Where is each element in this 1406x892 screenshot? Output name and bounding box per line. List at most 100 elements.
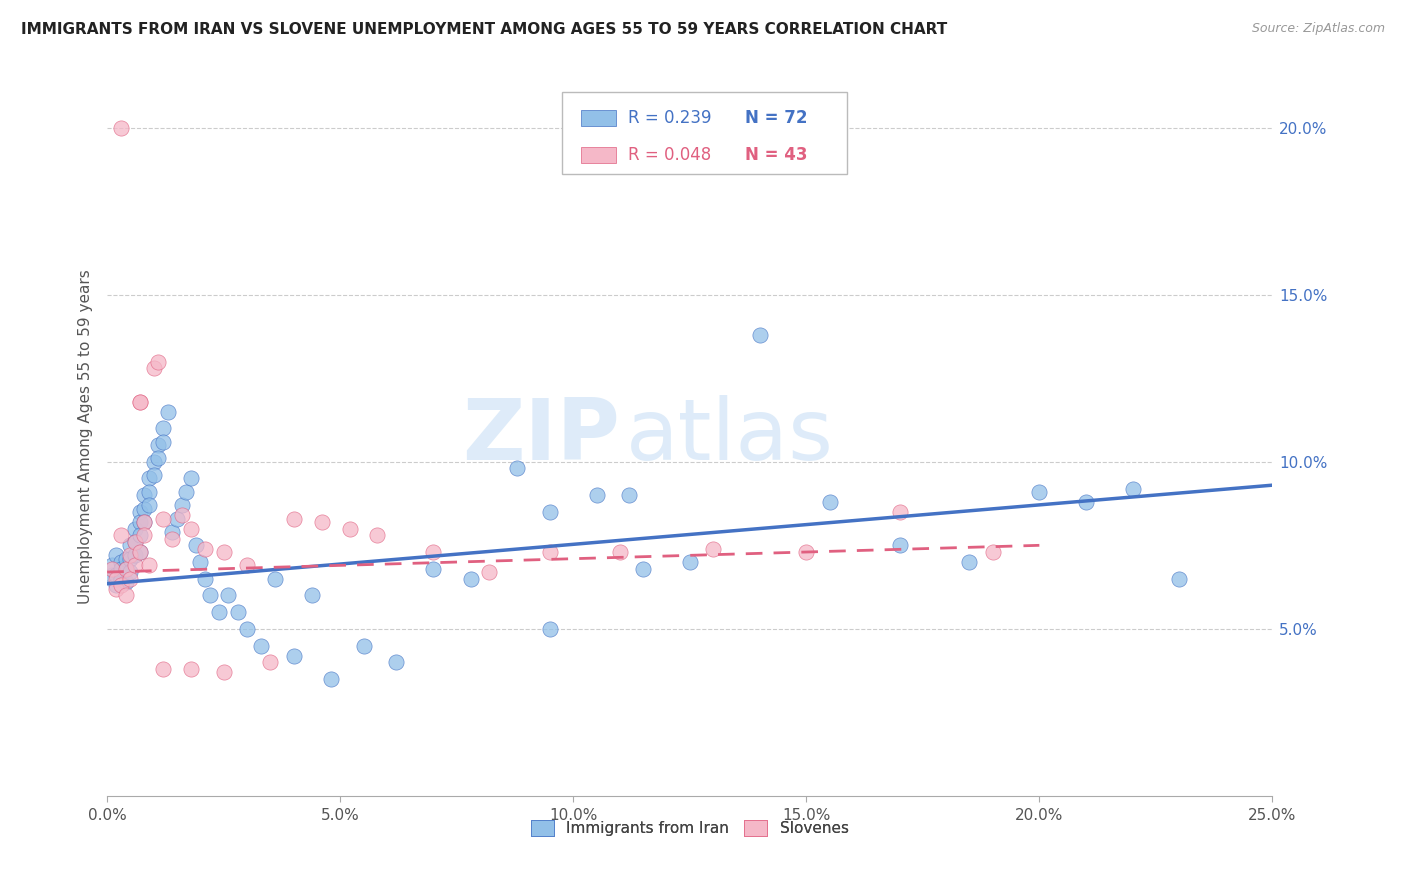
Point [311,515,333,529]
Point [162,532,184,546]
Point [138,558,160,573]
Y-axis label: Unemployment Among Ages 55 to 59 years: Unemployment Among Ages 55 to 59 years [79,269,93,604]
Point [212,665,235,680]
Point [198,589,221,603]
Point [339,522,361,536]
Point [981,545,1004,559]
Point [180,471,202,485]
Point [152,511,174,525]
Point [184,538,207,552]
Point [128,545,150,559]
Point [105,568,128,582]
Point [114,589,136,603]
Point [152,421,174,435]
Point [353,639,375,653]
Point [105,572,128,586]
Point [124,535,146,549]
Point [283,648,305,663]
Point [105,578,128,592]
Point [264,572,287,586]
Point [631,562,654,576]
Point [180,522,202,536]
Point [134,515,156,529]
Point [818,495,841,509]
Point [138,498,160,512]
Point [194,572,217,586]
Point [110,565,132,579]
Point [170,508,193,523]
Point [148,354,170,368]
Point [110,528,132,542]
Point [385,655,408,669]
Point [889,538,911,552]
Point [460,572,482,586]
Point [105,549,128,563]
Point [120,538,142,552]
Point [105,582,128,596]
Point [124,522,146,536]
Point [506,461,529,475]
FancyBboxPatch shape [561,92,846,175]
Point [101,562,124,576]
Point [114,562,136,576]
Point [110,562,132,576]
Point [366,528,388,542]
Point [538,505,561,519]
Point [134,515,156,529]
Point [138,471,160,485]
Point [609,545,631,559]
Point [110,572,132,586]
Legend: Immigrants from Iran, Slovenes: Immigrants from Iran, Slovenes [524,814,855,842]
Point [142,455,165,469]
Point [585,488,607,502]
Point [959,555,981,569]
Text: R = 0.239: R = 0.239 [628,109,711,127]
Point [283,511,305,525]
Point [134,488,156,502]
Point [120,572,142,586]
Point [1028,484,1050,499]
Point [128,515,150,529]
Point [478,565,501,579]
Bar [582,110,616,126]
Point [301,589,323,603]
Point [128,545,150,559]
Point [794,545,817,559]
Point [110,555,132,569]
Point [120,551,142,566]
Point [114,562,136,576]
Point [180,662,202,676]
Point [156,404,179,418]
Point [142,468,165,483]
Point [120,565,142,579]
Point [152,662,174,676]
Point [422,562,444,576]
Point [134,528,156,542]
Point [124,558,146,573]
Text: IMMIGRANTS FROM IRAN VS SLOVENE UNEMPLOYMENT AMONG AGES 55 TO 59 YEARS CORRELATI: IMMIGRANTS FROM IRAN VS SLOVENE UNEMPLOY… [21,22,948,37]
Point [259,655,281,669]
Point [1122,482,1144,496]
Point [134,501,156,516]
Point [101,568,124,582]
Point [128,505,150,519]
Point [110,120,132,135]
Point [619,488,641,502]
Point [236,622,259,636]
Point [1168,572,1191,586]
Text: Source: ZipAtlas.com: Source: ZipAtlas.com [1251,22,1385,36]
Point [148,451,170,466]
Point [148,438,170,452]
Point [748,327,770,342]
Point [128,394,150,409]
Point [152,434,174,449]
Point [101,558,124,573]
Point [120,549,142,563]
Point [114,575,136,590]
Point [889,505,911,519]
Point [702,541,724,556]
Point [176,484,198,499]
Text: ZIP: ZIP [463,395,620,478]
Point [319,672,342,686]
Text: atlas: atlas [626,395,834,478]
